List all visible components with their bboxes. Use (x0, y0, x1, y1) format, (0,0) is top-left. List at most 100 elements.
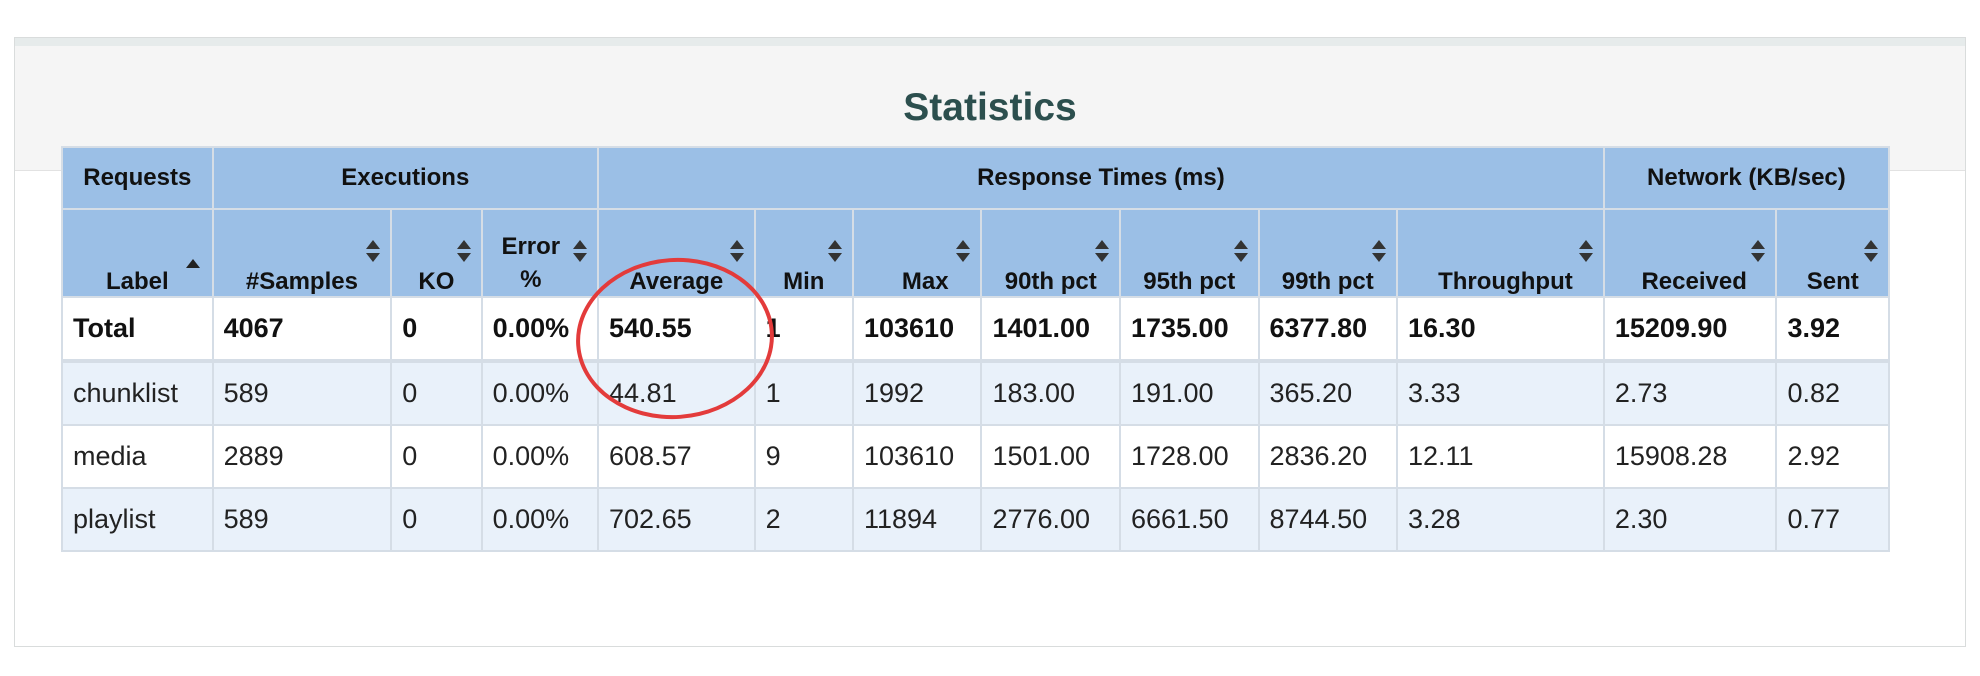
sort-icon (729, 240, 744, 262)
column-header-min[interactable]: Min (753, 208, 854, 298)
cell-ko: 0 (390, 487, 483, 552)
statistics-table: Requests Executions Response Times (ms) … (61, 146, 1891, 552)
column-header-row: Label #Samples KO Error % (61, 208, 1890, 298)
cell-sent: 0.82 (1775, 360, 1890, 426)
column-error-line1: Error (501, 233, 561, 260)
cell-label: Total (61, 296, 214, 362)
cell-average: 540.55 (597, 296, 756, 362)
column-average-text: Average (629, 268, 724, 295)
column-header-ko[interactable]: KO (390, 208, 483, 298)
cell-label: chunklist (61, 360, 214, 426)
cell-min: 1 (753, 296, 854, 362)
table-row-total: Total 4067 0 0.00% 540.55 1 103610 1401.… (61, 296, 1890, 362)
cell-received: 15908.28 (1602, 424, 1778, 489)
column-sent-text: Sent (1806, 268, 1859, 295)
cell-throughput: 16.30 (1396, 296, 1605, 362)
column-header-90th-pct[interactable]: 90th pct (980, 208, 1121, 298)
cell-average: 608.57 (597, 424, 756, 489)
sort-ascending-icon (185, 248, 200, 268)
sort-icon (1233, 240, 1248, 262)
column-header-error[interactable]: Error % (480, 208, 600, 298)
sort-icon (456, 240, 471, 262)
column-min-text: Min (783, 268, 825, 295)
column-max-text: Max (901, 268, 949, 295)
column-received-text: Received (1641, 268, 1747, 295)
cell-error: 0.00% (480, 487, 600, 552)
cell-throughput: 3.33 (1396, 360, 1605, 426)
cell-pct99: 6377.80 (1257, 296, 1399, 362)
cell-ko: 0 (390, 296, 483, 362)
cell-received: 2.30 (1602, 487, 1778, 552)
table-row: playlist 589 0 0.00% 702.65 2 11894 2776… (61, 487, 1890, 552)
cell-samples: 589 (211, 487, 393, 552)
cell-pct90: 1501.00 (980, 424, 1121, 489)
cell-max: 1992 (851, 360, 983, 426)
column-error-text: Error % (501, 230, 561, 295)
panel-title: Statistics (903, 86, 1077, 129)
cell-pct99: 2836.20 (1257, 424, 1399, 489)
group-header-row: Requests Executions Response Times (ms) … (61, 146, 1891, 210)
cell-samples: 2889 (211, 424, 393, 489)
cell-ko: 0 (390, 360, 483, 426)
sort-icon (366, 240, 381, 262)
sort-icon (1372, 240, 1387, 262)
cell-pct90: 1401.00 (980, 296, 1121, 362)
cell-throughput: 12.11 (1396, 424, 1605, 489)
group-response-times: Response Times (ms) (597, 146, 1605, 210)
column-pct99-text: 99th pct (1281, 268, 1374, 295)
column-error-line2: % (520, 266, 542, 293)
cell-sent: 3.92 (1775, 296, 1890, 362)
sort-icon (1864, 240, 1878, 262)
group-executions: Executions (211, 146, 600, 210)
column-label-text: Label (105, 268, 169, 295)
table-row: media 2889 0 0.00% 608.57 9 103610 1501.… (61, 424, 1890, 489)
column-throughput-text: Throughput (1438, 268, 1573, 295)
sort-icon (956, 240, 971, 262)
column-header-received[interactable]: Received (1602, 208, 1778, 298)
cell-error: 0.00% (480, 424, 600, 489)
cell-pct99: 8744.50 (1257, 487, 1399, 552)
cell-pct95: 1728.00 (1118, 424, 1260, 489)
column-samples-text: #Samples (245, 268, 358, 295)
cell-min: 2 (753, 487, 854, 552)
sort-icon (827, 240, 842, 262)
group-requests: Requests (61, 146, 214, 210)
column-ko-text: KO (418, 268, 455, 295)
cell-error: 0.00% (480, 296, 600, 362)
table-row: chunklist 589 0 0.00% 44.81 1 1992 183.0… (61, 360, 1890, 426)
sort-icon (1578, 240, 1593, 262)
column-header-average[interactable]: Average (597, 208, 756, 298)
sort-icon (573, 240, 588, 262)
cell-ko: 0 (390, 424, 483, 489)
column-header-throughput[interactable]: Throughput (1396, 208, 1605, 298)
column-header-max[interactable]: Max (851, 208, 983, 298)
cell-samples: 4067 (211, 296, 393, 362)
column-header-95th-pct[interactable]: 95th pct (1118, 208, 1260, 298)
cell-pct95: 191.00 (1118, 360, 1260, 426)
column-pct90-text: 90th pct (1004, 268, 1097, 295)
column-header-sent[interactable]: Sent (1775, 208, 1890, 298)
column-header-99th-pct[interactable]: 99th pct (1257, 208, 1399, 298)
cell-pct95: 6661.50 (1118, 487, 1260, 552)
cell-throughput: 3.28 (1396, 487, 1605, 552)
cell-max: 103610 (851, 424, 983, 489)
cell-average: 702.65 (597, 487, 756, 552)
cell-max: 103610 (851, 296, 983, 362)
cell-pct90: 2776.00 (980, 487, 1121, 552)
cell-label: playlist (61, 487, 214, 552)
cell-samples: 589 (211, 360, 393, 426)
cell-sent: 2.92 (1775, 424, 1890, 489)
group-network: Network (KB/sec) (1602, 146, 1891, 210)
column-header-label[interactable]: Label (61, 208, 214, 298)
cell-min: 1 (753, 360, 854, 426)
sort-icon (1094, 240, 1109, 262)
cell-average: 44.81 (597, 360, 756, 426)
cell-pct90: 183.00 (980, 360, 1121, 426)
column-header-samples[interactable]: #Samples (211, 208, 393, 298)
cell-sent: 0.77 (1775, 487, 1890, 552)
cell-label: media (61, 424, 214, 489)
cell-max: 11894 (851, 487, 983, 552)
cell-received: 15209.90 (1602, 296, 1778, 362)
cell-pct95: 1735.00 (1118, 296, 1260, 362)
cell-received: 2.73 (1602, 360, 1778, 426)
